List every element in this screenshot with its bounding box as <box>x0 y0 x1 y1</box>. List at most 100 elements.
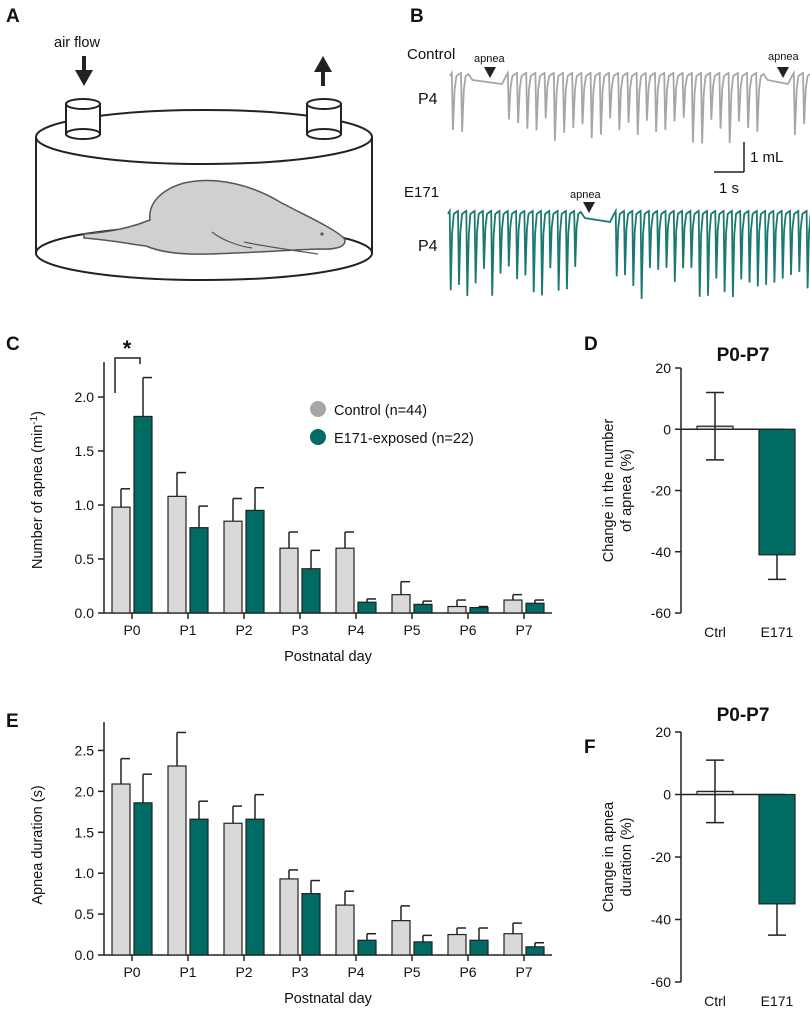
arrow-up-icon <box>314 56 332 86</box>
apnea-marker-1-icon <box>484 67 496 78</box>
bar-e171 <box>413 603 433 614</box>
x-tick-label: Ctrl <box>704 993 726 1009</box>
x-tick-label: P0 <box>123 622 140 638</box>
apnea-marker-2-icon <box>777 67 789 78</box>
panel-d-letter: D <box>584 334 598 355</box>
x-axis-title: Postnatal day <box>284 991 373 1007</box>
y-tick-label: -60 <box>651 605 671 621</box>
bar-e171 <box>133 802 153 956</box>
x-tick-label: P6 <box>459 964 476 980</box>
bar-control <box>447 605 467 614</box>
bar-e171 <box>758 428 796 556</box>
bar-control <box>111 506 131 614</box>
legend-control-label: Control (n=44) <box>334 403 427 419</box>
y-tick-label: -60 <box>651 974 671 990</box>
y-axis-title: Change in apnea <box>601 801 617 912</box>
x-tick-label: P2 <box>235 964 252 980</box>
legend-e171-label: E171-exposed (n=22) <box>334 431 474 447</box>
y-tick-label: 0.0 <box>75 605 95 621</box>
bar-control <box>503 933 523 956</box>
bar-e171 <box>469 606 489 614</box>
y-tick-label: 0.5 <box>75 551 95 567</box>
bar-e171 <box>189 527 209 614</box>
bar-e171 <box>525 946 545 956</box>
bar-control <box>279 547 299 614</box>
bar-e171 <box>189 818 209 956</box>
trace1-day-label: P4 <box>418 91 438 108</box>
panel-f-letter: F <box>584 737 596 758</box>
y-tick-label: 2.5 <box>75 742 95 758</box>
apnea-marker-3-icon <box>583 202 595 213</box>
x-tick-label: P7 <box>515 622 532 638</box>
x-tick-label: E171 <box>761 993 794 1009</box>
y-tick-label: -40 <box>651 912 671 928</box>
y-tick-label: 0.0 <box>75 947 95 963</box>
bar-e171 <box>758 793 796 905</box>
y-tick-label: 0.5 <box>75 906 95 922</box>
bar-control <box>111 783 131 956</box>
x-tick-label: P5 <box>403 964 420 980</box>
bar-e171 <box>357 601 377 614</box>
y-axis-title: Number of apnea (min-1) <box>29 411 47 569</box>
y-tick-label: -20 <box>651 849 671 865</box>
bar-control <box>391 594 411 614</box>
bar-e171 <box>525 602 545 614</box>
y-tick-label: -40 <box>651 544 671 560</box>
y-tick-label: 20 <box>655 360 671 376</box>
bar-control <box>223 520 243 614</box>
outlet-tube <box>306 98 342 140</box>
bar-control <box>503 599 523 614</box>
apnea-marker-1-label: apnea <box>474 53 505 65</box>
x-tick-label: P5 <box>403 622 420 638</box>
bar-e171 <box>301 568 321 614</box>
trace2-group-label: E171 <box>404 184 439 201</box>
bar-e171 <box>357 939 377 956</box>
bar-control <box>391 920 411 956</box>
y-tick-label: 2.0 <box>75 783 95 799</box>
bar-control <box>335 904 355 956</box>
scale-x-label: 1 s <box>719 180 739 197</box>
trace1-group-label: Control <box>407 46 455 63</box>
bar-e171 <box>469 939 489 956</box>
y-axis-title: Change in the number <box>601 419 617 563</box>
chart-title: P0-P7 <box>717 345 770 366</box>
significance-star: * <box>123 336 132 361</box>
x-tick-label: P4 <box>347 622 364 638</box>
y-axis-title: of apnea (%) <box>619 449 635 532</box>
y-tick-label: 1.5 <box>75 443 95 459</box>
bar-control <box>223 822 243 956</box>
chamber-illustration: air flow <box>35 35 373 281</box>
airflow-label: air flow <box>54 35 100 51</box>
panel-e-letter: E <box>6 711 19 732</box>
chart-e: 0.0 0.5 1.0 1.5 2.0 2.5 P0 P1 P2 P3 P4 P5 P6 P7 Postna… <box>30 722 552 1007</box>
bar-e171 <box>245 509 265 614</box>
x-axis-title: Postnatal day <box>284 649 373 665</box>
inlet-tube <box>65 98 101 140</box>
legend-control-marker <box>310 401 326 417</box>
chart-c: 0.0 0.5 1.0 1.5 2.0 P0 P1 P2 P3 P4 P5 P6 P7 Postnatal… <box>29 336 552 665</box>
x-tick-label: E171 <box>761 624 794 640</box>
bar-control <box>447 933 467 956</box>
trace2-day-label: P4 <box>418 238 438 255</box>
x-tick-label: P4 <box>347 964 364 980</box>
scale-bar: 1 mL 1 s <box>714 142 783 197</box>
x-tick-label: P1 <box>179 622 196 638</box>
x-tick-label: P6 <box>459 622 476 638</box>
y-tick-label: 0 <box>663 787 671 803</box>
bar-e171 <box>301 893 321 956</box>
bar-e171 <box>245 818 265 956</box>
chart-f: 20 0 -20 -40 -60 P0-P7 Ctrl E171 Change in apnea… <box>601 705 796 1009</box>
x-tick-label: P0 <box>123 964 140 980</box>
bar-control <box>279 878 299 956</box>
bar-control <box>167 495 187 614</box>
x-tick-label: P3 <box>291 964 308 980</box>
y-tick-label: 20 <box>655 724 671 740</box>
legend-e171-marker <box>310 429 326 445</box>
mouse-pup-illustration <box>83 179 346 255</box>
y-tick-label: 1.5 <box>75 824 95 840</box>
x-tick-label: P7 <box>515 964 532 980</box>
y-tick-label: -20 <box>651 483 671 499</box>
y-tick-label: 2.0 <box>75 389 95 405</box>
x-tick-label: P2 <box>235 622 252 638</box>
